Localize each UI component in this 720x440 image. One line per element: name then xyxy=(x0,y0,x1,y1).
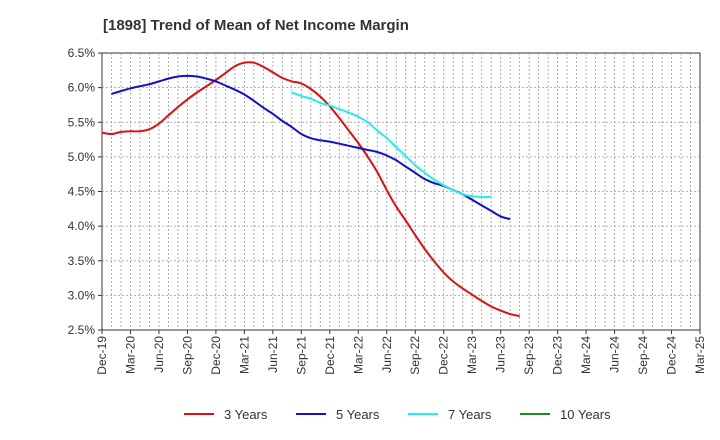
series-lines xyxy=(101,61,520,318)
x-tick-label: Sep-22 xyxy=(408,336,422,375)
x-tick-label: Sep-21 xyxy=(294,336,308,375)
y-tick-label: 3.5% xyxy=(68,254,96,268)
x-tick-label: Mar-23 xyxy=(465,336,479,374)
x-tick-label: Mar-24 xyxy=(579,336,593,374)
y-tick-label: 5.0% xyxy=(68,150,96,164)
y-tick-label: 4.0% xyxy=(68,219,96,233)
y-tick-label: 5.5% xyxy=(68,115,96,129)
legend: 3 Years 5 Years 7 Years 10 Years xyxy=(184,407,611,422)
x-tick-label: Mar-22 xyxy=(351,336,365,374)
legend-label: 10 Years xyxy=(560,407,611,422)
y-axis: 2.5% 3.0% 3.5% 4.0% 4.5% 5.0% 5.5% 6.0% 6.5% xyxy=(68,46,102,337)
series-line-1 xyxy=(101,61,520,318)
x-tick-label: Dec-19 xyxy=(95,336,109,375)
x-tick-label: Jun-23 xyxy=(494,336,508,373)
x-tick-label: Mar-25 xyxy=(693,336,707,374)
x-tick-label: Dec-22 xyxy=(437,336,451,375)
y-tick-label: 6.5% xyxy=(68,46,96,60)
x-tick-label: Jun-24 xyxy=(608,336,622,373)
legend-label: 3 Years xyxy=(224,407,268,422)
x-tick-label: Sep-24 xyxy=(636,336,650,375)
y-tick-label: 3.0% xyxy=(68,288,96,302)
y-tick-label: 2.5% xyxy=(68,323,96,337)
x-tick-label: Dec-20 xyxy=(209,336,223,375)
legend-label: 5 Years xyxy=(336,407,380,422)
y-tick-label: 6.0% xyxy=(68,81,96,95)
plot-area xyxy=(101,52,701,331)
x-tick-label: Mar-21 xyxy=(237,336,251,374)
x-tick-label: Jun-22 xyxy=(380,336,394,373)
x-tick-label: Dec-23 xyxy=(551,336,565,375)
x-tick-label: Jun-21 xyxy=(266,336,280,373)
x-tick-label: Dec-21 xyxy=(323,336,337,375)
legend-label: 7 Years xyxy=(448,407,492,422)
x-tick-label: Mar-20 xyxy=(123,336,137,374)
y-tick-label: 4.5% xyxy=(68,185,96,199)
x-tick-label: Sep-20 xyxy=(180,336,194,375)
chart-title: [1898] Trend of Mean of Net Income Margi… xyxy=(103,17,409,34)
x-axis: Dec-19 Mar-20 Jun-20 Sep-20 Dec-20 Mar-21 Jun-… xyxy=(95,330,707,375)
x-tick-label: Dec-24 xyxy=(665,336,679,375)
x-tick-label: Jun-20 xyxy=(152,336,166,373)
series-line-3 xyxy=(291,91,492,199)
x-tick-label: Sep-23 xyxy=(522,336,536,375)
